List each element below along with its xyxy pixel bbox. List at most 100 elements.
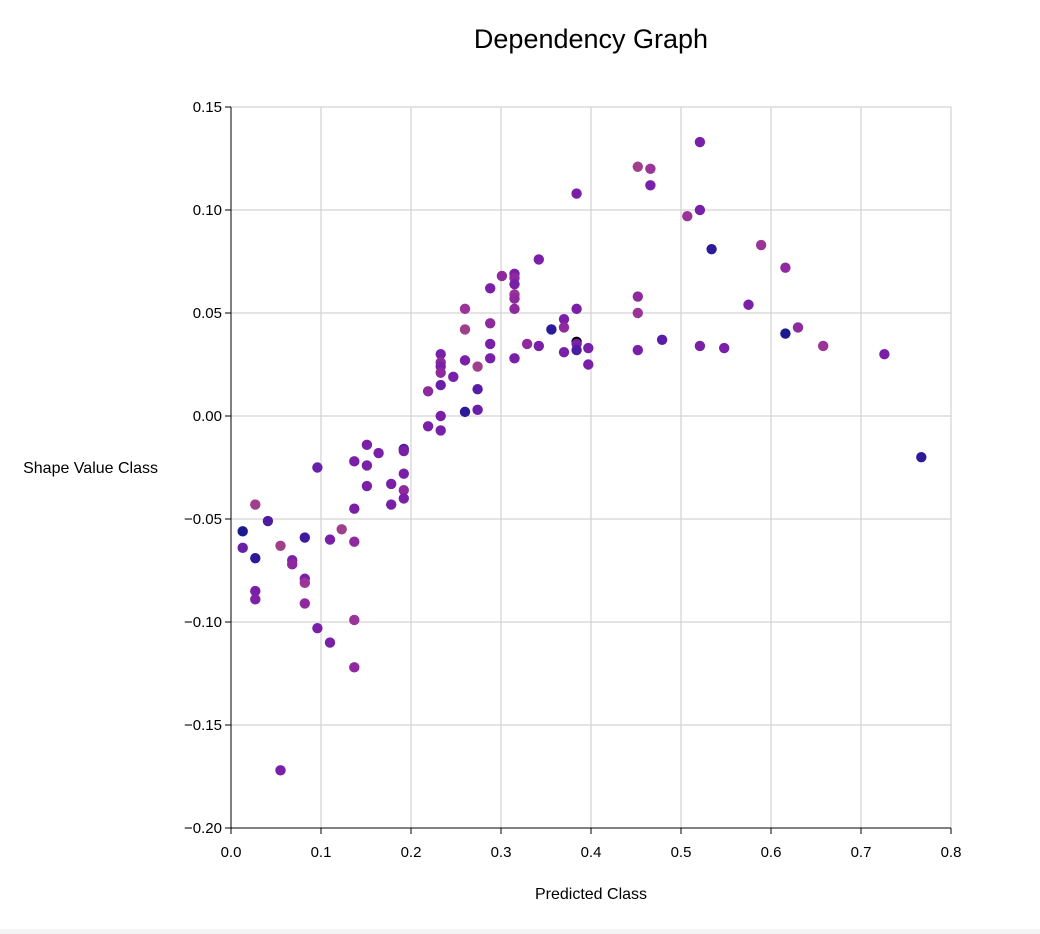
data-point bbox=[509, 293, 520, 304]
y-tick-label: −0.20 bbox=[184, 820, 222, 837]
data-point bbox=[250, 594, 261, 605]
data-point bbox=[250, 585, 261, 597]
data-point bbox=[583, 359, 594, 370]
data-point bbox=[324, 637, 336, 648]
data-point bbox=[422, 421, 434, 432]
data-point bbox=[485, 318, 496, 329]
data-point bbox=[435, 425, 446, 436]
data-point bbox=[485, 353, 496, 364]
data-point bbox=[694, 340, 706, 352]
data-point bbox=[780, 328, 791, 339]
data-point bbox=[312, 622, 323, 634]
data-point bbox=[349, 662, 360, 673]
data-point bbox=[237, 526, 248, 537]
data-point bbox=[496, 270, 508, 282]
data-point bbox=[398, 468, 409, 479]
y-tick-label: 0.00 bbox=[193, 408, 222, 425]
data-point bbox=[485, 338, 496, 350]
data-point bbox=[694, 204, 706, 216]
data-point bbox=[361, 480, 373, 492]
x-tick-label: 0.6 bbox=[761, 844, 782, 861]
data-point bbox=[583, 342, 594, 354]
data-point bbox=[299, 532, 310, 543]
data-point bbox=[349, 536, 360, 547]
data-point bbox=[250, 552, 261, 564]
data-point bbox=[386, 478, 397, 490]
x-axis-ticks: 0.0 0.1 0.2 0.3 0.4 0.5 0.6 0.7 0.8 bbox=[221, 828, 962, 861]
x-tick-label: 0.5 bbox=[671, 844, 692, 861]
data-point bbox=[361, 439, 373, 451]
x-tick-label: 0.8 bbox=[941, 844, 962, 861]
data-point bbox=[275, 765, 286, 776]
data-point bbox=[533, 254, 544, 265]
data-point bbox=[472, 361, 483, 372]
x-tick-label: 0.7 bbox=[851, 844, 872, 861]
data-point bbox=[879, 349, 890, 360]
y-axis-ticks: 0.15 0.10 0.05 0.00 −0.05 −0.10 −0.15 −0.20 bbox=[184, 99, 231, 837]
grid bbox=[231, 106, 952, 828]
data-point bbox=[472, 404, 483, 416]
data-point bbox=[386, 499, 397, 510]
data-point bbox=[435, 379, 446, 391]
data-point bbox=[755, 239, 767, 251]
x-tick-label: 0.2 bbox=[401, 844, 422, 861]
data-point bbox=[706, 243, 717, 255]
data-point bbox=[361, 460, 373, 471]
data-point bbox=[509, 278, 520, 290]
data-point bbox=[571, 303, 582, 315]
data-point bbox=[818, 340, 829, 352]
x-axis-label: Predicted Class bbox=[535, 886, 647, 903]
x-tick-label: 0.0 bbox=[221, 844, 242, 861]
data-point bbox=[262, 515, 274, 527]
data-point bbox=[287, 559, 298, 570]
data-point bbox=[571, 188, 582, 199]
data-point bbox=[237, 542, 248, 554]
data-point bbox=[509, 353, 520, 364]
data-point bbox=[558, 346, 570, 358]
y-tick-label: −0.10 bbox=[184, 614, 222, 631]
data-point bbox=[485, 283, 496, 294]
data-point bbox=[632, 161, 643, 172]
data-point bbox=[656, 334, 668, 345]
data-point bbox=[435, 349, 446, 360]
data-point bbox=[459, 406, 471, 418]
y-tick-label: −0.15 bbox=[184, 717, 222, 734]
x-tick-label: 0.1 bbox=[311, 844, 332, 861]
data-point bbox=[558, 322, 570, 333]
data-point bbox=[422, 386, 434, 397]
data-point bbox=[558, 313, 570, 325]
data-point bbox=[571, 344, 582, 356]
data-point bbox=[250, 499, 261, 510]
y-axis-label: Shape Value Class bbox=[23, 460, 158, 477]
data-point bbox=[694, 136, 706, 148]
data-point bbox=[459, 324, 471, 335]
data-point bbox=[275, 540, 286, 551]
data-point bbox=[472, 384, 483, 395]
data-point bbox=[632, 344, 643, 356]
data-points bbox=[237, 136, 927, 776]
data-point bbox=[299, 577, 310, 589]
y-tick-label: 0.05 bbox=[193, 305, 222, 322]
data-point bbox=[743, 299, 754, 310]
x-tick-label: 0.3 bbox=[491, 844, 512, 861]
data-point bbox=[349, 503, 360, 514]
data-point bbox=[632, 291, 643, 302]
data-point bbox=[398, 484, 409, 496]
y-tick-label: −0.05 bbox=[184, 511, 222, 528]
data-point bbox=[398, 493, 409, 504]
data-point bbox=[632, 307, 643, 319]
data-point bbox=[792, 322, 804, 333]
data-point bbox=[459, 355, 471, 366]
data-point bbox=[435, 367, 446, 378]
data-point bbox=[373, 447, 384, 459]
x-tick-label: 0.4 bbox=[581, 844, 602, 861]
data-point bbox=[533, 340, 544, 352]
data-point bbox=[645, 163, 656, 174]
data-point bbox=[324, 534, 336, 545]
data-point bbox=[349, 456, 360, 467]
data-point bbox=[645, 180, 656, 191]
data-point bbox=[336, 524, 347, 535]
data-point bbox=[521, 338, 533, 350]
data-point bbox=[349, 614, 360, 626]
